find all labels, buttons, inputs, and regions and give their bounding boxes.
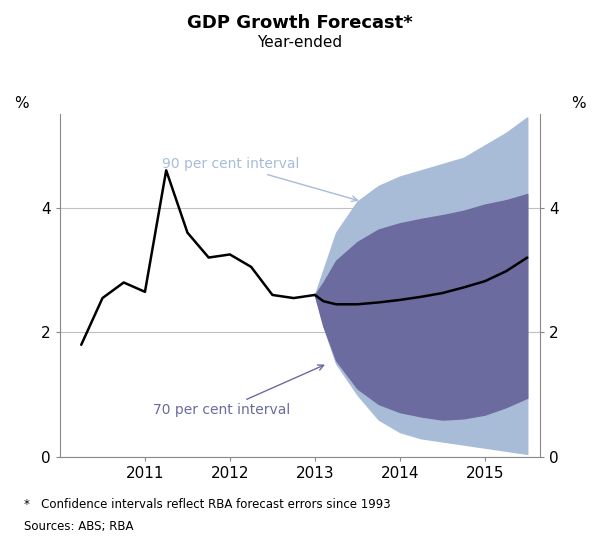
Text: 90 per cent interval: 90 per cent interval <box>162 157 358 201</box>
Text: GDP Growth Forecast*: GDP Growth Forecast* <box>187 14 413 32</box>
Text: *   Confidence intervals reflect RBA forecast errors since 1993: * Confidence intervals reflect RBA forec… <box>24 498 391 511</box>
Text: %: % <box>571 96 586 111</box>
Text: Year-ended: Year-ended <box>257 35 343 51</box>
Text: Sources: ABS; RBA: Sources: ABS; RBA <box>24 520 133 533</box>
Text: %: % <box>14 96 29 111</box>
Text: 70 per cent interval: 70 per cent interval <box>154 365 323 417</box>
